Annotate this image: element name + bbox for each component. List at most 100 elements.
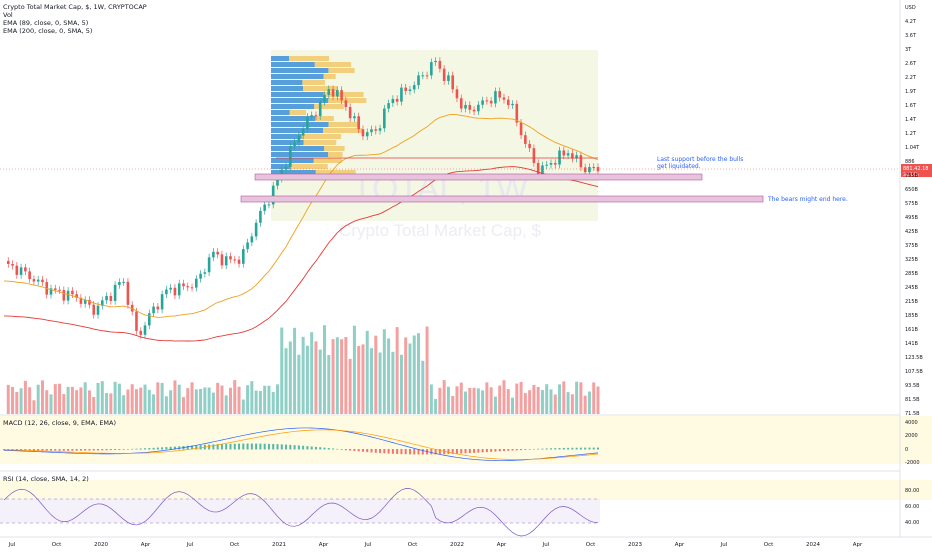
macd-histogram-bar <box>71 449 74 451</box>
candle-body <box>276 178 279 186</box>
volume-bar <box>545 384 549 414</box>
macd-histogram-bar <box>528 449 531 450</box>
volume-bar <box>382 329 386 414</box>
candle-body <box>387 103 390 109</box>
candle-body <box>24 267 27 272</box>
macd-histogram-bar <box>494 449 497 452</box>
macd-histogram-bar <box>545 448 548 450</box>
candle-body <box>220 254 224 266</box>
candle-body <box>519 122 523 136</box>
candle-body <box>558 150 561 165</box>
macd-histogram-bar <box>156 447 159 450</box>
price-axis-label: 245B <box>905 285 919 291</box>
volume-bar <box>335 337 339 414</box>
volume-bar <box>32 400 36 414</box>
volume-bar <box>241 399 245 414</box>
vp-bar-down <box>328 122 360 127</box>
volume-bar <box>348 358 352 414</box>
candle-body <box>549 162 553 165</box>
volume-bar <box>318 349 322 414</box>
candle-body <box>314 115 318 117</box>
volume-bar <box>267 385 271 414</box>
macd-axis-label: 0 <box>905 447 908 453</box>
price-badge-sub: 3d 16h <box>903 172 919 178</box>
candle-body <box>177 283 181 296</box>
candle-body <box>6 260 10 264</box>
candle-body <box>417 75 420 86</box>
macd-histogram-bar <box>408 449 411 455</box>
volume-bar <box>583 395 587 414</box>
macd-histogram-bar <box>191 445 194 450</box>
vp-bar-down <box>314 62 352 67</box>
legend-ema200[interactable]: EMA (200, close, 0, SMA, 5) <box>3 27 92 35</box>
price-badge <box>901 164 932 177</box>
candle-body <box>92 304 96 315</box>
candle-body <box>511 103 514 106</box>
candle-body <box>442 68 446 81</box>
volume-bar <box>442 380 446 414</box>
vp-bar-up <box>271 116 316 121</box>
legend-ema89[interactable]: EMA (89, close, 0, SMA, 5) <box>3 19 88 27</box>
volume-bar <box>438 387 442 414</box>
macd-line[interactable] <box>3 427 599 461</box>
macd-histogram-bar <box>344 449 347 451</box>
time-axis-label: Apr <box>319 542 329 548</box>
macd-histogram-bar <box>186 445 189 450</box>
vp-bar-down <box>328 68 355 73</box>
candle-body <box>212 251 215 258</box>
rsi-line[interactable] <box>3 488 599 537</box>
macd-histogram-bar <box>97 449 100 451</box>
time-axis-label: Jul <box>720 542 728 548</box>
vp-bar-down <box>303 140 337 145</box>
macd-histogram-bar <box>310 446 313 450</box>
volume-bar <box>536 386 540 414</box>
candle-body <box>58 289 61 291</box>
volume-bar <box>523 393 527 414</box>
legend-vol[interactable]: Vol <box>3 11 13 19</box>
macd-histogram-bar <box>280 444 283 450</box>
ema200-line[interactable] <box>3 166 599 342</box>
volume-bar <box>502 380 506 414</box>
macd-axis-label: 2000 <box>905 433 918 439</box>
legend-main[interactable]: Crypto Total Market Cap, $, 1W, CRYPTOCA… <box>3 3 147 11</box>
volume-bar <box>412 335 416 414</box>
macd-histogram-bar <box>20 449 23 451</box>
vp-bar-up <box>271 146 325 151</box>
ema89-line[interactable] <box>3 113 599 318</box>
price-axis-label: 285B <box>905 271 919 277</box>
macd-histogram-bar <box>105 449 108 451</box>
legend-rsi[interactable]: RSI (14, close, SMA, 14, 2) <box>3 475 89 483</box>
volume-bar <box>280 327 284 414</box>
volume-bar <box>23 380 27 414</box>
macd-histogram-bar <box>579 447 582 450</box>
vp-bar-up <box>271 68 329 73</box>
price-axis-label: 161B <box>905 327 919 333</box>
candle-body <box>506 99 510 106</box>
vp-bar-up <box>271 74 324 79</box>
volume-bar <box>122 395 126 414</box>
price-axis-label: 650B <box>905 187 919 193</box>
volume-bar <box>297 354 301 414</box>
bear-target-zone[interactable] <box>240 195 764 203</box>
signal-line[interactable] <box>3 429 599 460</box>
time-axis-label: Oct <box>408 542 418 548</box>
time-axis-label: Oct <box>586 542 596 548</box>
volume-bar <box>284 348 288 414</box>
volume-bar <box>468 387 472 414</box>
candle-body <box>583 167 587 173</box>
volume-bar <box>246 385 250 414</box>
macd-histogram-bar <box>451 449 454 454</box>
candle-body <box>105 295 108 301</box>
legend-macd[interactable]: MACD (12, 26, close, 9, EMA, EMA) <box>3 419 116 427</box>
macd-histogram-bar <box>571 447 574 450</box>
macd-histogram-bar <box>370 449 373 453</box>
volume-bar <box>58 383 62 414</box>
candle-body <box>88 299 91 305</box>
macd-histogram-bar <box>50 449 53 451</box>
price-axis-label: 185B <box>905 313 919 319</box>
macd-highlight-zone <box>0 416 932 464</box>
volume-bar <box>237 386 241 414</box>
support-zone[interactable] <box>254 173 703 181</box>
